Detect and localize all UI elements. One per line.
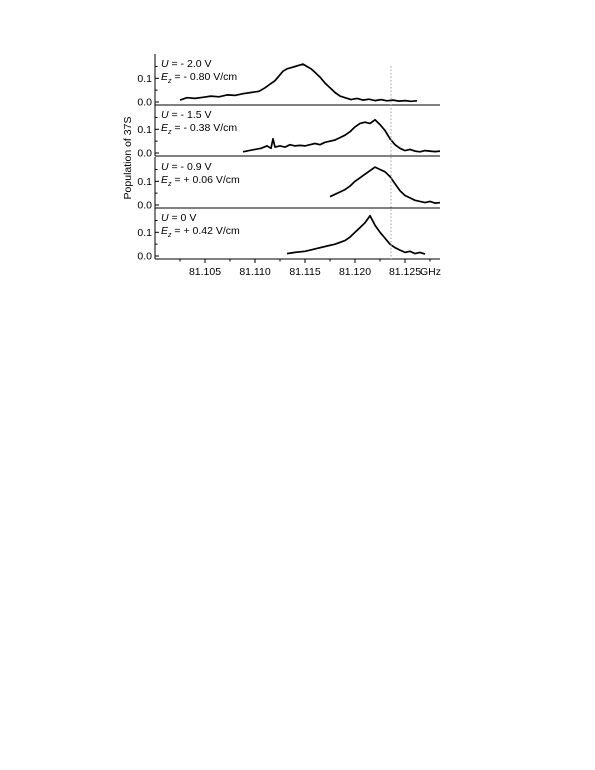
series-line xyxy=(286,214,426,255)
panel-3: 0.1 0.0 U = - 0.9 VEz = + 0.06 V/cm xyxy=(137,157,441,212)
panel-u-label: U = - 2.0 V xyxy=(161,58,212,70)
panel-1: 0.1 0.0 U = - 2.0 VEz = - 0.80 V/cm xyxy=(137,54,440,109)
y-tick-label: 0.1 xyxy=(137,124,152,136)
panels-group: 0.1 0.0 U = - 2.0 VEz = - 0.80 V/cm 0.1 0.0 U… xyxy=(137,54,441,263)
x-unit-label: GHz xyxy=(420,266,441,278)
panel-u-label: U = - 0.9 V xyxy=(161,161,212,173)
panel-e-label: Ez = + 0.06 V/cm xyxy=(161,174,240,188)
x-tick-label: 81.110 xyxy=(239,266,270,278)
panel-u-label: U = - 1.5 V xyxy=(161,109,212,121)
series-line xyxy=(242,118,441,153)
x-tick-label: 81.125 xyxy=(389,266,421,278)
y-tick-label: 0.0 xyxy=(137,251,152,263)
panel-4: 0.1 0.0 U = 0 VEz = + 0.42 V/cm xyxy=(137,208,440,263)
x-tick-label: 81.105 xyxy=(189,266,221,278)
y-tick-label: 0.0 xyxy=(137,148,152,160)
panel-e-label: Ez = + 0.42 V/cm xyxy=(161,225,240,239)
panel-u-label: U = 0 V xyxy=(161,212,196,224)
series-line xyxy=(179,63,418,103)
panel-e-label: Ez = - 0.80 V/cm xyxy=(161,71,237,85)
y-tick-label: 0.0 xyxy=(137,200,152,212)
panel-2: 0.1 0.0 U = - 1.5 VEz = - 0.38 V/cm xyxy=(137,105,441,160)
y-axis-label: Population of 37S xyxy=(122,117,134,200)
y-tick-label: 0.1 xyxy=(137,227,152,239)
x-tick-label: 81.115 xyxy=(289,266,320,278)
x-tick-label: 81.120 xyxy=(339,266,371,278)
y-tick-label: 0.1 xyxy=(137,73,152,85)
y-tick-label: 0.0 xyxy=(137,97,152,109)
panel-e-label: Ez = - 0.38 V/cm xyxy=(161,122,237,136)
y-tick-label: 0.1 xyxy=(137,176,152,188)
series-line xyxy=(329,166,441,204)
